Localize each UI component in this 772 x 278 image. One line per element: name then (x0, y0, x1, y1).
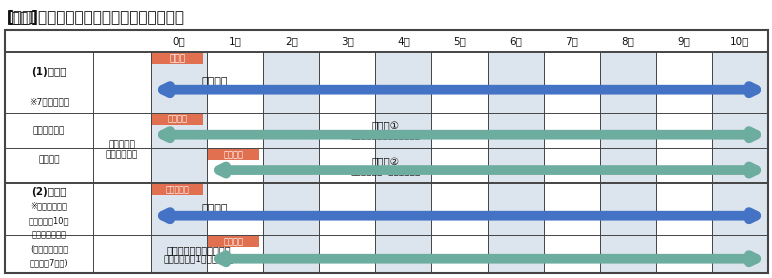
Bar (5, 30, 768, 273)
Text: 症状のまま10日: 症状のまま10日 (29, 216, 69, 225)
Bar (151, 52, 207, 273)
Bar (543, 52, 600, 273)
Text: 陽性診断: 陽性診断 (223, 150, 243, 159)
Bar (208, 236, 259, 247)
Text: 入院給付金支払対象期間: 入院給付金支払対象期間 (167, 245, 232, 255)
Bar (656, 52, 712, 273)
Bar (5, 52, 151, 273)
Text: 7日: 7日 (565, 36, 578, 46)
Text: 5日: 5日 (453, 36, 466, 46)
Bar (432, 52, 488, 273)
Text: 療養期間: 療養期間 (201, 77, 228, 87)
Text: ケース②: ケース② (371, 157, 399, 167)
Text: 支払対象期間: 支払対象期間 (106, 151, 138, 160)
Text: 6日: 6日 (510, 36, 522, 46)
Text: 陽性診断: 陽性診断 (223, 237, 243, 246)
Bar (488, 52, 543, 273)
Text: ケース①: ケース① (371, 121, 399, 131)
Bar (5, 30, 768, 52)
Bar (151, 53, 203, 64)
Text: 検体採取日: 検体採取日 (165, 185, 189, 195)
Text: 3日: 3日 (341, 36, 354, 46)
Text: 8日: 8日 (621, 36, 635, 46)
Bar (600, 52, 656, 273)
Text: 患の場合7日間): 患の場合7日間) (29, 259, 68, 267)
Text: 9日: 9日 (677, 36, 690, 46)
Text: 療養期間: 療養期間 (201, 204, 228, 214)
Text: [図表]: [図表] (7, 10, 35, 24)
Bar (263, 52, 320, 273)
Text: 10日: 10日 (730, 36, 750, 46)
Text: 間経過した場合: 間経過した場合 (32, 230, 66, 239)
Text: （陽性診断が発症日の場合）: （陽性診断が発症日の場合） (350, 131, 421, 140)
Text: (オミクロン型罹: (オミクロン型罹 (30, 244, 68, 253)
Text: ※7日目までに: ※7日目までに (29, 97, 69, 106)
Text: 陽性診断: 陽性診断 (168, 115, 188, 124)
Text: （陽性診断が1日目の場合）: （陽性診断が1日目の場合） (350, 166, 421, 175)
Bar (712, 52, 768, 273)
Bar (151, 114, 203, 125)
Text: （陽性診断が1日目の場合）: （陽性診断が1日目の場合） (164, 255, 234, 264)
Bar (207, 52, 263, 273)
Text: [図表]療養期間と入院給付金支払対象期間: [図表]療養期間と入院給付金支払対象期間 (7, 10, 185, 25)
Text: 0日: 0日 (173, 36, 185, 46)
Text: 4日: 4日 (397, 36, 410, 46)
Text: 入院給付金: 入院給付金 (109, 141, 135, 150)
Bar (320, 52, 375, 273)
Bar (375, 52, 432, 273)
Text: 1日: 1日 (229, 36, 242, 46)
Bar (151, 185, 203, 195)
Text: (2)無症状: (2)無症状 (31, 187, 66, 197)
Text: ※検査前から無: ※検査前から無 (31, 202, 67, 211)
Text: 症状軽快して: 症状軽快して (33, 126, 65, 135)
Text: 発症日: 発症日 (169, 54, 185, 63)
Text: いる場合: いる場合 (39, 156, 59, 165)
Text: (1)有症状: (1)有症状 (31, 68, 66, 78)
Text: 2日: 2日 (285, 36, 298, 46)
Bar (208, 149, 259, 160)
